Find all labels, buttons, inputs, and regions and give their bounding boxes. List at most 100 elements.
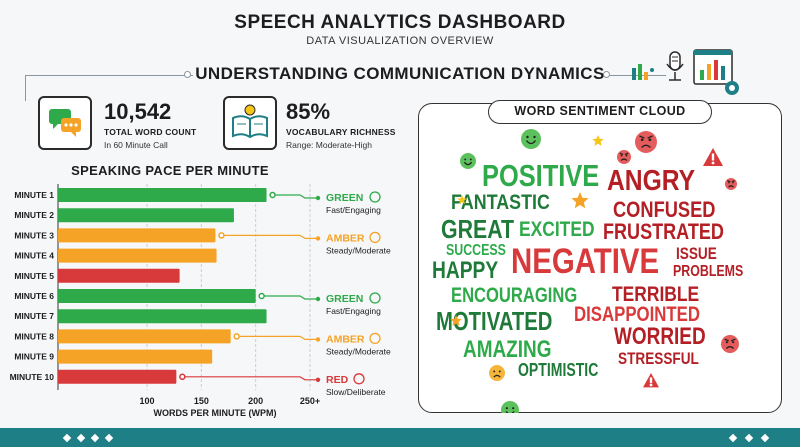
annotation-connector: [185, 376, 318, 381]
word-cloud-title: WORD SENTIMENT CLOUD: [488, 100, 712, 124]
annotation-desc: Steady/Moderate: [326, 346, 391, 356]
category-label: MINUTE 2: [14, 210, 54, 220]
cloud-word: GREAT: [441, 214, 515, 244]
annotation-dot: [269, 191, 276, 199]
section-title: UNDERSTANDING COMMUNICATION DYNAMICS: [195, 64, 605, 83]
angry-face-icon: [721, 335, 739, 353]
annotation-dot: [233, 333, 240, 340]
pace-bar: [58, 208, 234, 223]
annotation-connector: [239, 335, 318, 340]
smiley-face-icon: [521, 129, 541, 149]
category-label: MINUTE 4: [14, 251, 54, 261]
annotation-connector: [275, 194, 318, 199]
star-icon: [457, 195, 467, 204]
cloud-word: EXCITED: [519, 218, 595, 241]
pace-bar: [58, 329, 231, 344]
angry-face-icon: [635, 131, 657, 153]
cloud-word: TERRIBLE: [612, 283, 700, 306]
cloud-word: ISSUE: [676, 244, 717, 263]
cloud-word: ENCOURAGING: [451, 284, 578, 307]
word-count-card-icon: [38, 96, 92, 150]
category-label: MINUTE 9: [14, 352, 54, 362]
book-lightbulb-icon: [232, 104, 268, 139]
pace-bar: [58, 289, 256, 303]
category-label: MINUTE 3: [14, 230, 54, 240]
pace-bar: [58, 248, 217, 263]
annotation-dot: [315, 296, 321, 302]
cloud-word: CONFUSED: [613, 197, 716, 222]
word-cloud-panel: [418, 103, 782, 413]
annotation-dot: [179, 373, 186, 381]
cloud-word: AMAZING: [463, 336, 552, 363]
footer-diamond: [744, 433, 754, 443]
category-label: MINUTE 1: [14, 190, 54, 200]
annotation-connector: [264, 295, 318, 300]
footer-diamond: [90, 433, 100, 443]
annotation-dot: [315, 377, 321, 382]
page-title: SPEECH ANALYTICS DASHBOARD: [234, 12, 566, 33]
decorative-dot: [603, 71, 610, 78]
clock-icon: [369, 231, 381, 244]
footer-diamond: [62, 433, 72, 443]
x-tick-label: 200: [248, 396, 263, 406]
category-label: MINUTE 6: [14, 291, 54, 301]
cloud-word: FANTASTIC: [451, 191, 550, 214]
pace-bar: [58, 268, 180, 283]
category-label: MINUTE 7: [14, 311, 54, 321]
decorative-line: [25, 75, 26, 101]
footer-bar: [0, 428, 800, 447]
cloud-word: NEGATIVE: [511, 242, 660, 281]
chart-title: SPEAKING PACE PER MINUTE: [71, 163, 269, 178]
category-label: MINUTE 5: [14, 271, 54, 281]
star-icon: [592, 135, 604, 146]
star-icon: [450, 315, 462, 326]
annotation-label: AMBER: [326, 333, 365, 345]
sad-face-icon: [489, 365, 505, 381]
speaking-pace-chart: 100 150 200 250+ WORDS PER MINUTE (WPM) MINUT…: [10, 184, 391, 418]
footer-diamond: [760, 433, 770, 443]
page-subtitle: DATA VISUALIZATION OVERVIEW: [306, 35, 494, 47]
decorative-dot: [184, 71, 191, 78]
vocabulary-value: 85%: [286, 99, 331, 124]
vocabulary-card-icon: [223, 96, 277, 150]
annotation-label: RED: [326, 374, 349, 386]
cloud-word: OPTIMISTIC: [518, 360, 599, 380]
footer-diamond: [76, 433, 86, 443]
decorative-line: [25, 75, 193, 76]
footer-diamond: [104, 433, 114, 443]
annotation-dot: [315, 195, 321, 201]
annotation-desc: Slow/Deliberate: [326, 387, 386, 397]
x-tick-label: 250+: [300, 396, 320, 406]
turtle-icon: [353, 373, 365, 385]
annotation-label: GREEN: [326, 192, 363, 204]
pace-bar: [58, 349, 213, 364]
vocabulary-label: VOCABULARY RICHNESS: [286, 127, 396, 137]
category-label: MINUTE 10: [10, 372, 55, 382]
word-count-label: TOTAL WORD COUNT: [104, 127, 197, 137]
annotation-dot: [218, 232, 225, 239]
bar-chart-icon: [369, 332, 381, 345]
smiley-face-icon: [501, 401, 519, 413]
chat-bubbles-icon: [49, 109, 81, 137]
warning-icon: [703, 148, 723, 166]
cloud-word: HAPPY: [432, 257, 499, 284]
footer-diamond: [728, 433, 738, 443]
star-icon: [571, 192, 589, 209]
microphone-analytics-icon: [632, 49, 739, 95]
annotation-dot: [315, 236, 321, 241]
cloud-word: DISAPPOINTED: [574, 303, 701, 326]
pace-bar: [58, 369, 177, 384]
annotation-connector: [224, 234, 318, 240]
annotation-label: GREEN: [326, 293, 363, 305]
word-cloud-icons: [450, 129, 739, 413]
cloud-word: ANGRY: [607, 165, 696, 197]
cloud-word: WORRIED: [614, 323, 706, 350]
annotation-dot: [258, 292, 265, 300]
pace-bar: [58, 188, 267, 202]
cloud-word: SUCCESS: [446, 242, 506, 259]
pace-bar: [58, 309, 267, 324]
annotation-label: AMBER: [326, 232, 365, 244]
cloud-word: POSITIVE: [482, 158, 600, 193]
angry-face-icon: [725, 178, 737, 190]
rocket-icon: [369, 191, 381, 203]
